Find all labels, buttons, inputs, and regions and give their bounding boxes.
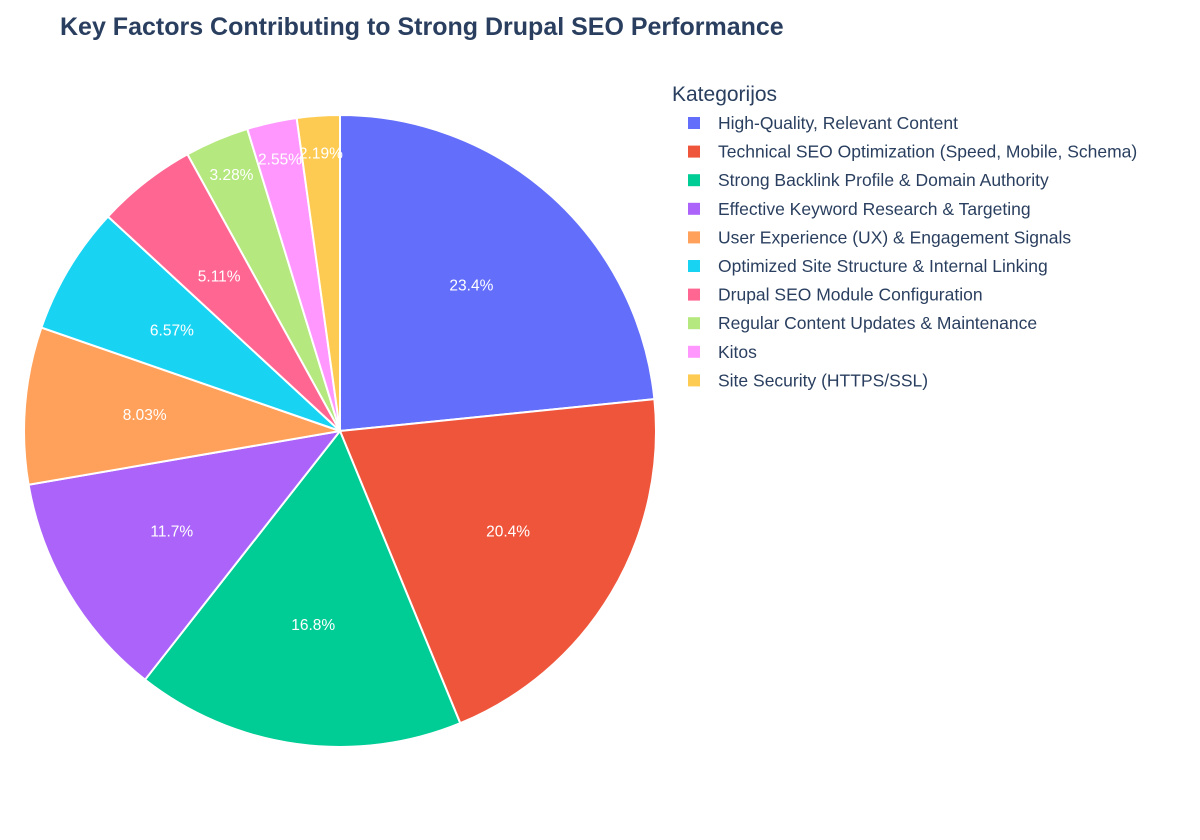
- legend-title: Kategorijos: [672, 83, 777, 106]
- slice-label-high-quality-relevant-content: 23.4%: [449, 278, 493, 295]
- legend-item-kitos[interactable]: Kitos: [688, 342, 757, 362]
- legend-item-user-experience-ux-engagement-signals[interactable]: User Experience (UX) & Engagement Signal…: [688, 227, 1071, 247]
- legend-label: Drupal SEO Module Configuration: [718, 285, 983, 305]
- legend-label: Strong Backlink Profile & Domain Authori…: [718, 170, 1049, 190]
- legend-item-drupal-seo-module-configuration[interactable]: Drupal SEO Module Configuration: [688, 285, 983, 305]
- legend-item-effective-keyword-research-targeting[interactable]: Effective Keyword Research & Targeting: [688, 199, 1031, 219]
- legend-item-technical-seo-optimization-speed-mobile-schema[interactable]: Technical SEO Optimization (Speed, Mobil…: [688, 142, 1137, 162]
- legend-swatch: [688, 317, 700, 330]
- legend-label: Optimized Site Structure & Internal Link…: [718, 256, 1048, 276]
- legend-swatch: [688, 145, 700, 158]
- legend-item-optimized-site-structure-internal-linking[interactable]: Optimized Site Structure & Internal Link…: [688, 256, 1048, 276]
- pie-slice-labels: 23.4% 20.4% 16.8% 11.7% 8.03% 6.57% 5.11% 3.28%…: [123, 146, 531, 634]
- legend-swatch: [688, 288, 700, 301]
- slice-label-drupal-seo-module-configuration: 5.11%: [198, 269, 241, 286]
- legend-swatch: [688, 117, 700, 129]
- legend: Kategorijos High-Quality, Relevant Conte…: [672, 83, 1137, 390]
- pie-slice-high-quality-relevant-content: [339, 113, 656, 433]
- legend-item-site-security-https-ssl[interactable]: Site Security (HTTPS/SSL): [688, 370, 928, 390]
- legend-swatch: [688, 374, 700, 387]
- legend-swatch: [688, 260, 700, 272]
- pie-slice-effective-keyword-research-targeting: [27, 429, 343, 682]
- legend-label: Technical SEO Optimization (Speed, Mobil…: [718, 142, 1137, 162]
- pie-slice-site-security-https-ssl: [295, 113, 341, 432]
- pie-slice-strong-backlink-profile-domain-authority: [143, 429, 462, 748]
- legend-label: Effective Keyword Research & Targeting: [718, 199, 1031, 219]
- slice-label-optimized-site-structure-internal-linking: 6.57%: [150, 322, 194, 339]
- chart-title: Key Factors Contributing to Strong Drupa…: [60, 13, 784, 41]
- legend-swatch: [688, 231, 700, 244]
- slice-label-technical-seo-optimization-speed-mobile-schema: 20.4%: [486, 524, 530, 541]
- slice-label-effective-keyword-research-targeting: 11.7%: [150, 524, 193, 541]
- legend-swatch: [688, 202, 700, 215]
- legend-label: High-Quality, Relevant Content: [718, 113, 958, 133]
- pie-slices: [23, 113, 657, 748]
- pie-slice-optimized-site-structure-internal-linking: [40, 215, 341, 432]
- legend-label: Site Security (HTTPS/SSL): [718, 370, 928, 390]
- legend-swatch: [688, 345, 700, 358]
- slice-label-user-experience-ux-engagement-signals: 8.03%: [123, 407, 167, 424]
- pie-slice-technical-seo-optimization-speed-mobile-schema: [338, 398, 657, 725]
- legend-label: Kitos: [718, 342, 757, 362]
- slice-label-regular-content-updates-maintenance: 3.28%: [210, 167, 254, 184]
- slice-label-site-security-https-ssl: 2.19%: [299, 146, 343, 163]
- legend-label: Regular Content Updates & Maintenance: [718, 313, 1037, 333]
- slice-label-kitos: 2.55%: [258, 152, 302, 169]
- legend-item-regular-content-updates-maintenance[interactable]: Regular Content Updates & Maintenance: [688, 313, 1037, 333]
- legend-item-high-quality-relevant-content[interactable]: High-Quality, Relevant Content: [688, 113, 958, 133]
- pie-slice-user-experience-ux-engagement-signals: [23, 326, 341, 486]
- legend-items: High-Quality, Relevant Content Technical …: [688, 113, 1137, 390]
- legend-swatch: [688, 174, 700, 187]
- legend-item-strong-backlink-profile-domain-authority[interactable]: Strong Backlink Profile & Domain Authori…: [688, 170, 1049, 190]
- slice-label-strong-backlink-profile-domain-authority: 16.8%: [291, 617, 335, 634]
- legend-label: User Experience (UX) & Engagement Signal…: [718, 227, 1071, 247]
